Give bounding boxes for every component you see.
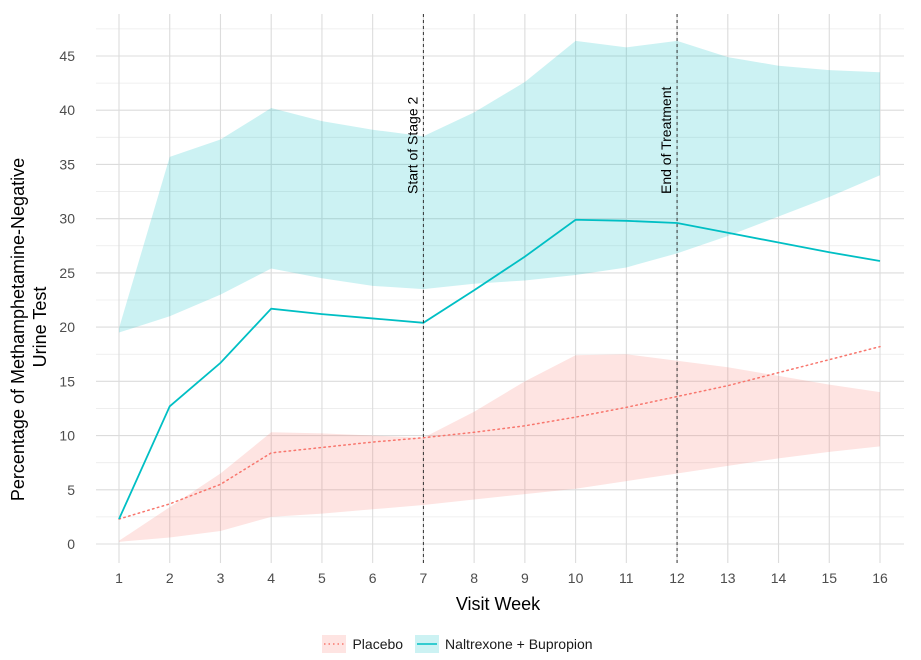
x-tick-label: 11: [619, 570, 634, 586]
series-lines: [118, 218, 881, 520]
x-tick-label: 8: [470, 570, 478, 586]
legend-item-placebo: Placebo: [322, 635, 403, 653]
y-tick-label: 25: [59, 265, 75, 281]
x-tick-label: 7: [420, 570, 428, 586]
x-tick-label: 6: [369, 570, 377, 586]
y-axis-title-line-2: Urine Test: [30, 287, 50, 368]
grid: [96, 14, 904, 563]
x-tick-label: 15: [821, 570, 837, 586]
y-tick-labels: 0 5 10 15 20 25 30 35 40 45: [59, 48, 75, 552]
series-line-placebo: [118, 345, 881, 520]
x-tick-label: 13: [720, 570, 736, 586]
y-tick-label: 35: [59, 156, 75, 172]
x-tick-label: 16: [872, 570, 888, 586]
ribbon-placebo: [119, 354, 880, 542]
x-tick-label: 3: [217, 570, 225, 586]
x-tick-label: 12: [669, 570, 685, 586]
y-tick-label: 5: [67, 482, 75, 498]
annotation-label-2: End of Treatment: [658, 86, 674, 194]
y-tick-label: 40: [59, 102, 75, 118]
y-tick-label: 15: [59, 373, 75, 389]
y-tick-label: 10: [59, 428, 75, 444]
y-tick-label: 45: [59, 48, 75, 64]
x-tick-label: 2: [166, 570, 174, 586]
legend: Placebo Naltrexone + Bupropion: [0, 632, 921, 656]
legend-label-naltrexone-bupropion: Naltrexone + Bupropion: [445, 636, 593, 652]
x-axis-title: Visit Week: [456, 594, 541, 614]
legend-label-placebo: Placebo: [352, 636, 404, 652]
y-axis-title: Percentage of Methamphetamine-Negative U…: [8, 153, 50, 501]
x-tick-label: 10: [568, 570, 584, 586]
confidence-ribbons: [119, 40, 880, 542]
legend-key-naltrexone-bupropion: [415, 635, 440, 653]
annotation-label-1: Start of Stage 2: [404, 97, 420, 194]
x-tick-label: 5: [318, 570, 326, 586]
y-axis-title-line-1: Percentage of Methamphetamine-Negative: [8, 158, 28, 501]
legend-item-naltrexone-bupropion: Naltrexone + Bupropion: [415, 635, 593, 653]
x-tick-label: 1: [115, 570, 123, 586]
y-tick-label: 30: [59, 211, 75, 227]
chart: Start of Stage 2 End of Treatment 0510152…: [8, 14, 904, 614]
x-tick-labels: 1 2 3 4 5 6 7 8 9 10 11 12 13 14 15 16: [115, 570, 888, 586]
x-tick-label: 9: [521, 570, 529, 586]
annotation-lines: Start of Stage 2 End of Treatment: [404, 14, 678, 563]
y-tick-label: 20: [59, 319, 75, 335]
x-tick-label: 14: [771, 570, 787, 586]
x-tick-label: 4: [267, 570, 275, 586]
ribbon-naltrexone-bupropion: [119, 40, 880, 333]
legend-key-placebo: [322, 635, 347, 653]
y-tick-label: 0: [67, 536, 75, 552]
series-line-naltrexone-bupropion: [118, 218, 881, 520]
